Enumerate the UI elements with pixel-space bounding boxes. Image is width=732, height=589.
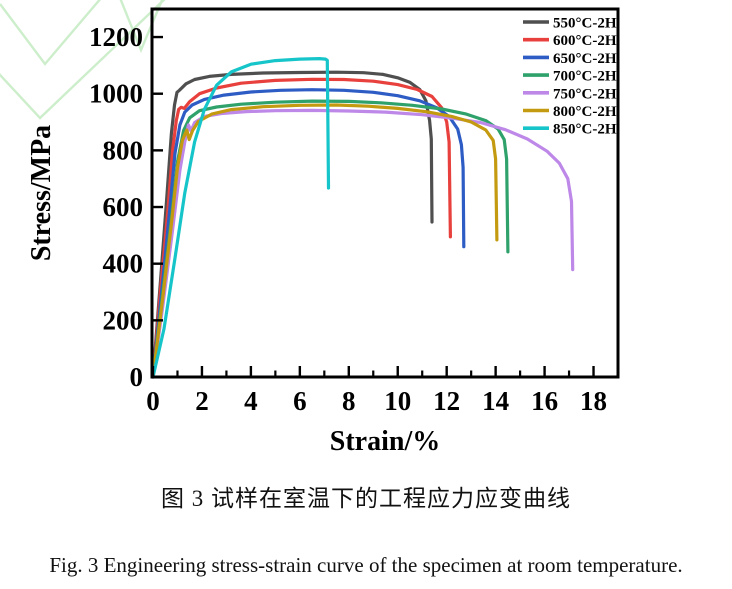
x-tick-label: 14 (482, 386, 509, 416)
curve-850-c-2h (151, 56, 331, 379)
x-tick-label: 2 (195, 386, 209, 416)
x-tick-label: 0 (146, 386, 160, 416)
stress-strain-chart: 0 2 4 6 8 10 12 14 16 18 0 200 400 600 800 1000 1200 Str… (0, 0, 620, 457)
plot-frame-rect (150, 7, 620, 379)
legend-label-700-c-2h: 700°C-2H (553, 69, 617, 85)
legend-label-800-c-2h: 800°C-2H (553, 104, 617, 120)
watermark-chevron (119, 0, 164, 54)
y-tick-label: 800 (103, 135, 144, 165)
caption-english: Fig. 3 Engineering stress-strain curve o… (49, 553, 683, 577)
caption-chinese: 图 3 试样在室温下的工程应力应变曲线 (161, 486, 571, 511)
legend-label-650-c-2h: 650°C-2H (553, 51, 617, 67)
watermark-chevron (0, 0, 101, 66)
legend-item-700-c-2h: 700°C-2H (523, 69, 617, 85)
y-tick-label: 1200 (89, 22, 143, 52)
watermark (0, 0, 166, 120)
y-tick-label: 200 (103, 305, 144, 335)
x-tick-label: 10 (384, 386, 411, 416)
curves-group (151, 56, 575, 379)
legend-item-550-c-2h: 550°C-2H (523, 16, 617, 32)
x-tick-label: 6 (293, 386, 307, 416)
axis-ticks (151, 35, 595, 379)
curve-650-c-2h (151, 88, 466, 379)
axis-tick-labels: 0 2 4 6 8 10 12 14 16 18 0 200 400 600 800 1000 1200 (89, 22, 607, 416)
legend-item-850-c-2h: 850°C-2H (523, 122, 617, 138)
legend-item-800-c-2h: 800°C-2H (523, 104, 617, 120)
y-tick-label: 1000 (89, 79, 143, 109)
legend-item-600-c-2h: 600°C-2H (523, 33, 617, 49)
legend-label-600-c-2h: 600°C-2H (553, 33, 617, 49)
legend-label-550-c-2h: 550°C-2H (553, 16, 617, 32)
legend-item-750-c-2h: 750°C-2H (523, 86, 617, 102)
y-tick-label: 0 (130, 362, 144, 392)
legend-label-850-c-2h: 850°C-2H (553, 122, 617, 138)
x-tick-label: 12 (433, 386, 460, 416)
plot-frame (150, 7, 620, 379)
curve-750-c-2h (151, 108, 575, 379)
legend-label-750-c-2h: 750°C-2H (553, 86, 617, 102)
y-tick-label: 400 (103, 249, 144, 279)
curve-600-c-2h (151, 77, 452, 379)
x-axis-title: Strain/% (330, 426, 440, 457)
curve-800-c-2h (151, 103, 499, 379)
x-tick-label: 4 (244, 386, 258, 416)
y-axis-title: Stress/MPa (26, 125, 57, 261)
legend-item-650-c-2h: 650°C-2H (523, 51, 617, 67)
x-tick-label: 16 (531, 386, 558, 416)
x-tick-label: 18 (580, 386, 607, 416)
curve-700-c-2h (151, 99, 510, 379)
y-tick-label: 600 (103, 192, 144, 222)
x-tick-label: 8 (342, 386, 356, 416)
watermark-chevron (0, 0, 166, 120)
curve-550-c-2h (151, 70, 434, 379)
